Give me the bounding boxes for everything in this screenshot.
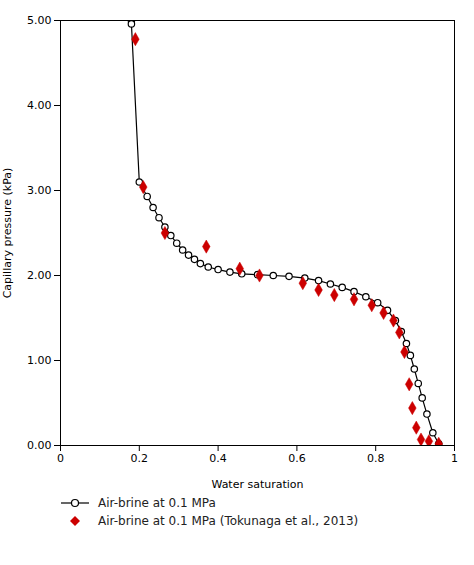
html-text:Air-brine at 0.1 MPa: Air-brine at 0.1 MPa — [98, 496, 216, 510]
svg-text:5.00: 5.00 — [27, 14, 52, 27]
svg-text:3.00: 3.00 — [27, 184, 52, 197]
svg-text:0: 0 — [57, 452, 64, 465]
svg-text:0.4: 0.4 — [209, 452, 227, 465]
svg-text:0.8: 0.8 — [367, 452, 385, 465]
svg-text:0.00: 0.00 — [27, 439, 52, 452]
svg-text:2.00: 2.00 — [27, 269, 52, 282]
svg-text:0.2: 0.2 — [131, 452, 149, 465]
svg-text:0.6: 0.6 — [288, 452, 306, 465]
svg-text:4.00: 4.00 — [27, 99, 52, 112]
svg-text:1: 1 — [451, 452, 458, 465]
svg-text:1.00: 1.00 — [27, 354, 52, 367]
svg-text:Water saturation: Water saturation — [211, 478, 303, 491]
svg-text:Capillary pressure (kPa): Capillary pressure (kPa) — [1, 168, 14, 299]
html-text:Air-brine at 0.1 MPa (Tokunaga: Air-brine at 0.1 MPa (Tokunaga et al., 2… — [98, 514, 359, 528]
